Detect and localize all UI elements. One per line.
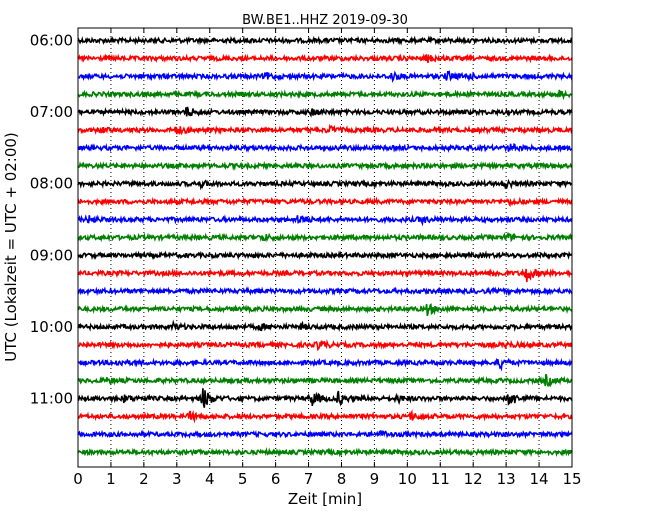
trace-06:45 xyxy=(77,89,573,101)
x-tick-label-1: 1 xyxy=(106,470,116,488)
trace-07:45 xyxy=(77,160,573,171)
trace-07:00 xyxy=(77,106,573,118)
trace-10:30 xyxy=(77,357,573,372)
y-tick-label-10:00: 10:00 xyxy=(30,318,73,336)
x-tick-label-14: 14 xyxy=(530,470,549,488)
x-tick-label-3: 3 xyxy=(172,470,182,488)
trace-06:00 xyxy=(77,35,573,46)
x-tick-label-15: 15 xyxy=(562,470,581,488)
y-tick-label-08:00: 08:00 xyxy=(30,175,73,193)
trace-11:30 xyxy=(77,429,573,440)
y-axis-label: UTC (Lokalzeit = UTC + 02:00) xyxy=(2,132,20,362)
traces-layer xyxy=(77,35,573,458)
x-tick-label-6: 6 xyxy=(271,470,281,488)
trace-09:15 xyxy=(77,268,573,283)
trace-11:45 xyxy=(77,447,573,458)
trace-10:45 xyxy=(77,373,573,388)
trace-10:15 xyxy=(77,339,573,352)
trace-09:45 xyxy=(77,303,573,317)
ticks-layer: 0 1 2 3 4 5 6 7 8 9 10 11 12 13 14 1506:0007:0008:0009:… xyxy=(30,28,582,488)
y-tick-label-09:00: 09:00 xyxy=(30,246,73,264)
x-tick-label-4: 4 xyxy=(205,470,215,488)
trace-08:15 xyxy=(77,196,573,208)
trace-11:00 xyxy=(77,388,573,408)
y-tick-label-11:00: 11:00 xyxy=(30,390,73,408)
trace-06:15 xyxy=(77,52,573,64)
trace-09:00 xyxy=(77,250,573,261)
trace-10:00 xyxy=(77,319,573,333)
x-tick-label-8: 8 xyxy=(337,470,347,488)
x-tick-label-5: 5 xyxy=(238,470,248,488)
trace-08:45 xyxy=(77,231,573,243)
trace-09:30 xyxy=(77,286,573,297)
x-tick-label-11: 11 xyxy=(431,470,450,488)
x-tick-label-2: 2 xyxy=(139,470,149,488)
y-tick-label-06:00: 06:00 xyxy=(30,32,73,50)
trace-07:15 xyxy=(77,123,573,136)
trace-06:30 xyxy=(77,69,573,83)
x-tick-label-12: 12 xyxy=(464,470,483,488)
trace-08:00 xyxy=(77,178,573,191)
plot-frame xyxy=(77,27,573,468)
trace-11:15 xyxy=(77,409,573,424)
x-tick-label-9: 9 xyxy=(370,470,380,488)
x-tick-label-13: 13 xyxy=(497,470,516,488)
x-axis-label: Zeit [min] xyxy=(288,490,362,508)
trace-07:30 xyxy=(77,142,573,153)
chart-title: BW.BE1..HHZ 2019-09-30 xyxy=(242,13,408,28)
trace-08:30 xyxy=(77,214,573,227)
x-tick-label-7: 7 xyxy=(304,470,314,488)
x-tick-label-0: 0 xyxy=(73,470,83,488)
y-tick-label-07:00: 07:00 xyxy=(30,103,73,121)
x-tick-label-10: 10 xyxy=(398,470,417,488)
